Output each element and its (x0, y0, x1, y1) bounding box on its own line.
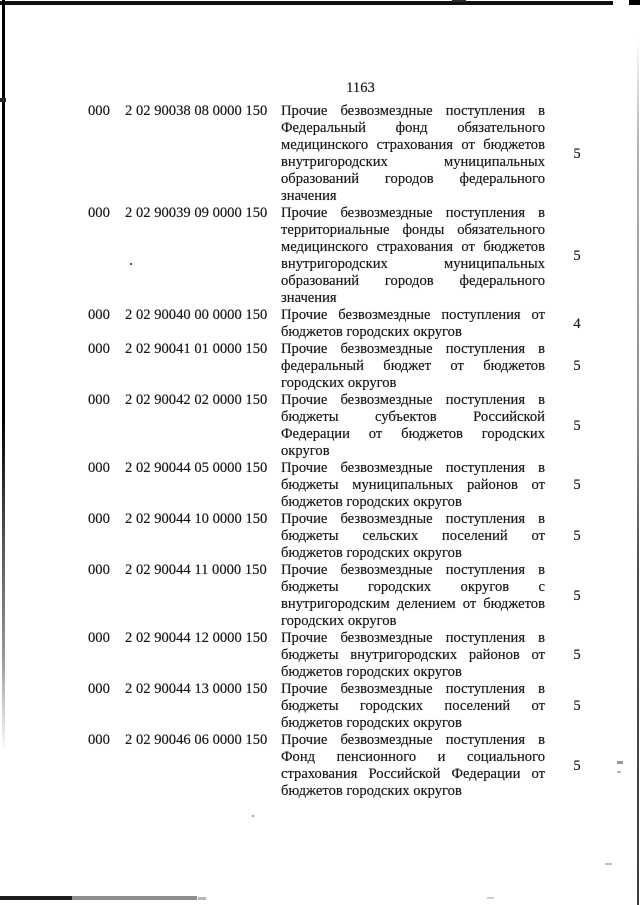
table-row: 000 2 02 90046 06 0000 150 Прочие безвоз… (88, 732, 593, 800)
budget-code-cell: 2 02 90039 09 0000 150 (125, 205, 268, 221)
budget-code-cell: 2 02 90044 12 0000 150 (125, 630, 268, 646)
value-text: 5 (573, 757, 581, 774)
value-text: 5 (573, 477, 581, 493)
document-content: 1163 000 2 02 90038 08 0000 150 Прочие б… (88, 80, 593, 800)
scan-bottom-bar-dash (487, 897, 494, 899)
value-cell: 5 (545, 511, 593, 562)
scan-bottom-bar-tail (198, 897, 206, 900)
scan-border-left (1, 0, 5, 800)
budget-code-cell: 2 02 90044 13 0000 150 (125, 681, 268, 697)
budget-code-cell: 2 02 90040 00 0000 150 (125, 307, 268, 323)
description-cell: Прочие безвозмездные поступления в бюдже… (281, 511, 545, 561)
scan-border-top-notch (452, 0, 466, 2)
scan-speck (617, 761, 623, 764)
budget-code-cell: 2 02 90044 05 0000 150 (125, 460, 268, 476)
table-row: 000 2 02 90039 09 0000 150 Прочие безвоз… (88, 205, 593, 307)
description-cell: Прочие безвозмездные поступления в бюдже… (281, 460, 545, 510)
admin-code-cell: 000 (88, 460, 110, 476)
value-cell: 5 (545, 205, 593, 307)
table-row: 000 2 02 90044 12 0000 150 Прочие безвоз… (88, 630, 593, 681)
value-cell: 5 (545, 562, 593, 630)
budget-code-cell: 2 02 90042 02 0000 150 (125, 392, 268, 408)
scan-border-right (636, 38, 639, 905)
budget-code-cell: 2 02 90041 01 0000 150 (125, 341, 268, 357)
admin-code-cell: 000 (88, 630, 110, 646)
table-row: 000 2 02 90042 02 0000 150 Прочие безвоз… (88, 392, 593, 460)
scan-bottom-bar-dark (0, 895, 72, 900)
table-row: 000 2 02 90044 11 0000 150 Прочие безвоз… (88, 562, 593, 630)
description-cell: Прочие безвозмездные поступления в бюдже… (281, 630, 545, 680)
description-cell: Прочие безвозмездные поступления в бюдже… (281, 392, 545, 459)
budget-code-cell: 2 02 90044 10 0000 150 (125, 511, 268, 527)
description-cell: Прочие безвозмездные поступления в Федер… (281, 103, 545, 204)
admin-code-cell: 000 (88, 562, 110, 578)
admin-code-cell: 000 (88, 511, 110, 527)
value-text: 5 (573, 587, 581, 604)
value-cell: 5 (545, 681, 593, 732)
admin-code-cell: 000 (88, 681, 110, 697)
value-cell: 5 (545, 103, 593, 205)
value-text: 5 (573, 145, 581, 162)
scan-speck (605, 863, 612, 865)
value-text: 5 (573, 358, 581, 374)
description-cell: Прочие безвозмездные поступления в бюдже… (281, 562, 545, 629)
table-row: 000 2 02 90040 00 0000 150 Прочие безвоз… (88, 307, 593, 341)
value-cell: 5 (545, 341, 593, 392)
admin-code-cell: 000 (88, 307, 110, 323)
admin-code-cell: 000 (88, 103, 110, 119)
scan-border-top-corner (629, 0, 640, 5)
budget-code-cell: 2 02 90044 11 0000 150 (125, 562, 267, 578)
description-cell: Прочие безвозмездные поступления от бюдж… (281, 307, 545, 340)
rows-container: 000 2 02 90038 08 0000 150 Прочие безвоз… (88, 103, 593, 800)
admin-code-cell: 000 (88, 341, 110, 357)
value-text: 5 (573, 647, 581, 663)
table-row: 000 2 02 90044 05 0000 150 Прочие безвоз… (88, 460, 593, 511)
scan-speck (130, 263, 132, 265)
table-row: 000 2 02 90044 10 0000 150 Прочие безвоз… (88, 511, 593, 562)
admin-code-cell: 000 (88, 732, 110, 748)
table-row: 000 2 02 90041 01 0000 150 Прочие безвоз… (88, 341, 593, 392)
scan-border-top (0, 1, 613, 5)
value-text: 5 (573, 417, 581, 434)
value-cell: 5 (545, 732, 593, 800)
description-cell: Прочие безвозмездные поступления в бюдже… (281, 681, 545, 731)
value-cell: 5 (545, 630, 593, 681)
description-cell: Прочие безвозмездные поступления в терри… (281, 205, 545, 306)
admin-code-cell: 000 (88, 205, 110, 221)
scan-border-left-notch (0, 98, 6, 102)
budget-code-cell: 2 02 90038 08 0000 150 (125, 103, 268, 119)
table-row: 000 2 02 90038 08 0000 150 Прочие безвоз… (88, 103, 593, 205)
table-row: 000 2 02 90044 13 0000 150 Прочие безвоз… (88, 681, 593, 732)
value-cell: 4 (545, 307, 593, 341)
scan-bottom-bar-gray (72, 896, 197, 900)
page-number: 1163 (346, 80, 375, 96)
value-text: 5 (573, 698, 581, 714)
value-text: 4 (573, 315, 581, 332)
scan-speck (617, 771, 621, 773)
description-cell: Прочие безвозмездные поступления в федер… (281, 341, 545, 391)
value-cell: 5 (545, 392, 593, 460)
budget-code-cell: 2 02 90046 06 0000 150 (125, 732, 268, 748)
value-text: 5 (573, 247, 581, 264)
description-cell: Прочие безвозмездные поступления в Фонд … (281, 732, 545, 799)
value-cell: 5 (545, 460, 593, 511)
value-text: 5 (573, 528, 581, 544)
scan-speck (252, 815, 254, 817)
admin-code-cell: 000 (88, 392, 110, 408)
